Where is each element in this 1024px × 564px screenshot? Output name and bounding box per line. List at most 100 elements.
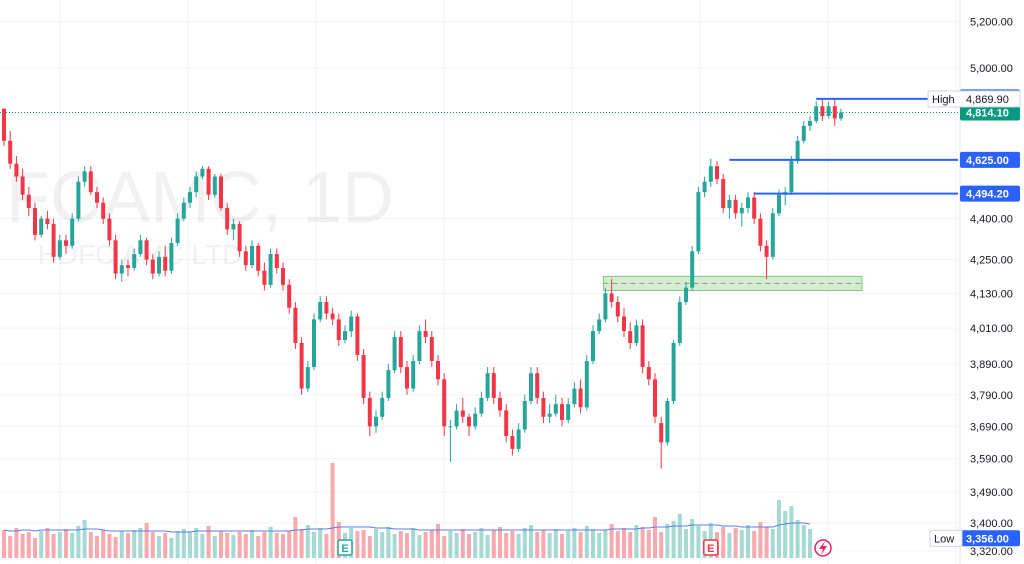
candle: [820, 98, 825, 121]
volume-bar: [95, 536, 99, 558]
candle-body: [708, 166, 713, 182]
volume-bar: [281, 534, 285, 558]
candle: [615, 296, 620, 323]
price-tag-box: [960, 151, 1020, 168]
volume-bar: [225, 533, 230, 558]
candle: [566, 397, 571, 424]
candle: [547, 404, 552, 424]
volume-bar: [107, 534, 112, 558]
candle: [752, 192, 757, 225]
candle: [423, 319, 428, 343]
candle-body: [45, 218, 50, 225]
candle: [622, 307, 626, 338]
candle-body: [380, 397, 385, 417]
price-tag: 4,625.00: [960, 151, 1020, 168]
candle-body: [39, 218, 44, 235]
volume-bar: [293, 517, 298, 558]
side-label-box: [929, 529, 963, 547]
candle-body: [603, 293, 608, 320]
volume-bar: [783, 511, 788, 558]
candle-body: [126, 265, 130, 268]
candle: [268, 248, 273, 288]
candle: [138, 234, 143, 257]
candle-body: [336, 319, 341, 341]
volume-bar: [454, 533, 459, 558]
candle-body: [491, 373, 496, 398]
candle: [473, 407, 478, 430]
candle-body: [287, 284, 292, 308]
candle: [634, 319, 639, 346]
candle-body: [206, 168, 211, 195]
candle: [126, 259, 130, 277]
candle: [76, 176, 81, 222]
candle: [237, 221, 242, 257]
side-label-name: High: [932, 94, 955, 106]
volume-bar: [739, 530, 744, 558]
support-zone: [602, 275, 863, 292]
candle: [746, 192, 750, 214]
candle-body: [423, 331, 428, 338]
candle-body: [677, 301, 682, 343]
price-tick-label: 3,790.00: [970, 390, 1013, 402]
candle: [262, 262, 267, 291]
candle: [801, 120, 806, 144]
candle-body: [429, 337, 434, 362]
side-label-box: [927, 90, 1021, 108]
volume-bar: [733, 528, 738, 558]
candle-body: [777, 194, 781, 214]
volume-bar: [138, 528, 143, 558]
candle: [553, 394, 558, 417]
volume-bar: [64, 529, 68, 558]
volume-bar: [609, 524, 614, 558]
earnings-marker-label: E: [341, 543, 348, 555]
earnings-marker-box: [703, 539, 719, 556]
volume-bar: [169, 538, 174, 558]
volume-bar: [144, 523, 149, 558]
price-tick-label: 3,590.00: [970, 454, 1013, 466]
candle-body: [188, 192, 192, 203]
volume-ma-line: [3, 522, 811, 533]
volume-bar: [219, 531, 223, 558]
candle: [26, 186, 31, 216]
volume-bar: [206, 526, 211, 558]
candle-body: [609, 293, 614, 302]
candle-body: [727, 200, 732, 208]
price-tag-value: 4,494.20: [966, 189, 1009, 201]
price-tick-label: 3,890.00: [970, 359, 1013, 371]
replay-lightning-icon[interactable]: [814, 539, 832, 557]
price-tag: 4,814.10: [960, 104, 1020, 121]
candle-body: [330, 313, 335, 320]
candle: [349, 310, 354, 338]
volume-bar: [578, 532, 583, 558]
price-tag-box: [960, 530, 1020, 547]
volume-bar: [398, 531, 403, 558]
earnings-marker-icon: E: [337, 539, 353, 556]
price-axis[interactable]: 5,200.00 5,000.00 4,400.00 4,250.00 4,130.00…: [959, 0, 1013, 564]
candle: [343, 325, 347, 343]
candle: [640, 319, 645, 374]
candle-body: [57, 240, 62, 257]
candle-body: [498, 397, 502, 411]
earnings-marker-icon: E: [703, 539, 719, 556]
candle-body: [436, 361, 440, 380]
candle: [764, 240, 769, 280]
candle-body: [572, 388, 577, 405]
candle-body: [305, 367, 310, 389]
volume-bar: [498, 527, 502, 558]
volume-bar: [516, 534, 521, 558]
candle-body: [256, 245, 261, 271]
candle-body: [516, 429, 521, 449]
candle: [653, 373, 657, 424]
candle: [448, 419, 453, 463]
candle-body: [386, 370, 391, 398]
candle: [535, 367, 540, 405]
candle: [361, 348, 366, 405]
volume-bar: [436, 524, 440, 558]
volume-bar: [411, 528, 416, 558]
candle: [206, 166, 211, 201]
candle-body: [653, 379, 657, 417]
volume-bar: [200, 534, 205, 558]
